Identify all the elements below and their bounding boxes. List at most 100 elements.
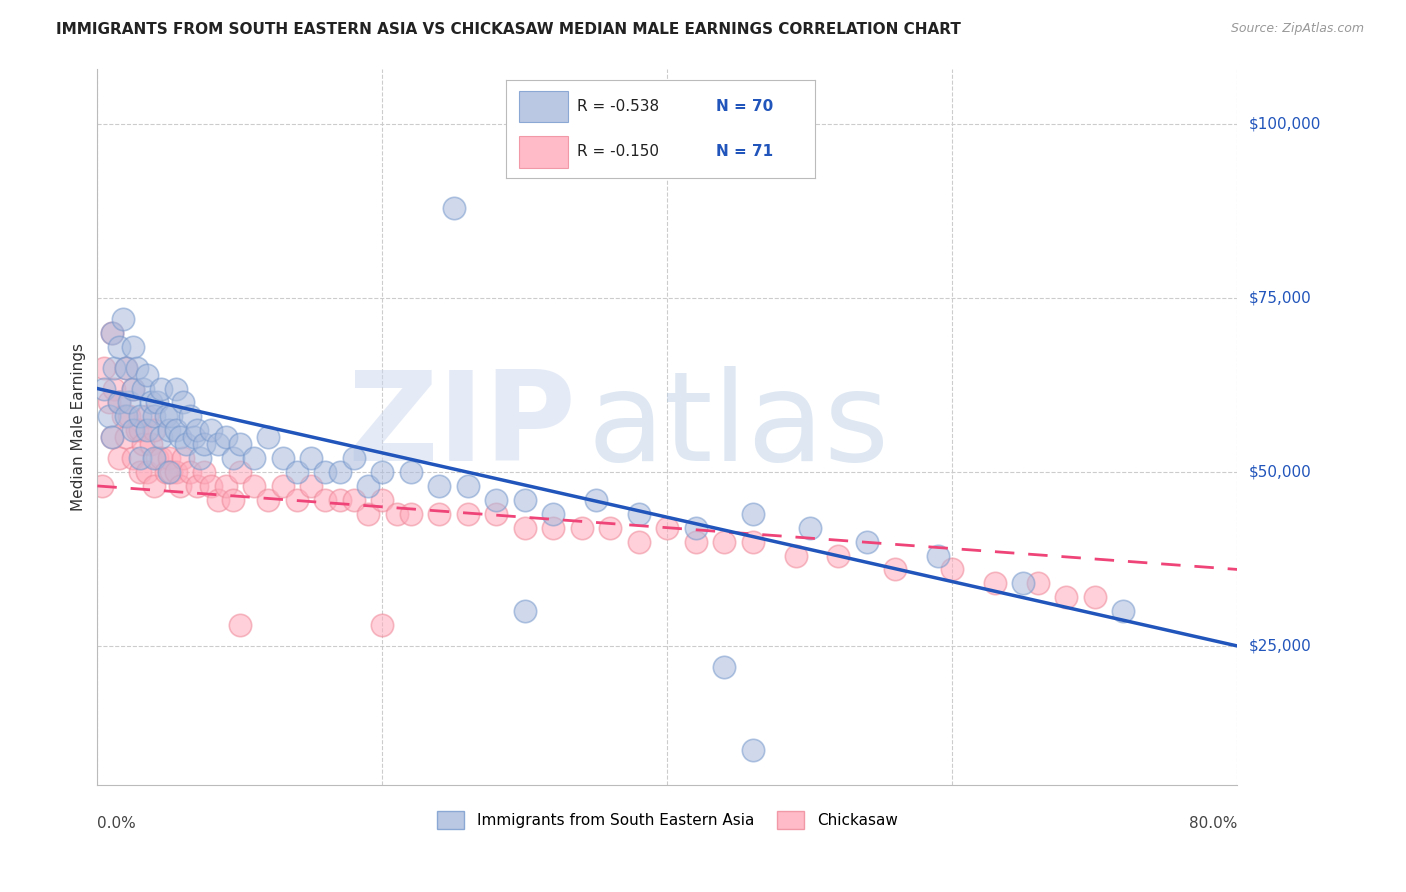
Point (214, 479, 236, 493)
Point (150, 451, 173, 466)
Point (107, 395, 129, 409)
Point (115, 430, 138, 444)
Point (107, 395, 129, 409)
Point (855, 534, 877, 549)
Point (136, 423, 159, 437)
Text: $100,000: $100,000 (1249, 117, 1320, 132)
Point (357, 479, 380, 493)
Point (186, 479, 208, 493)
Point (941, 562, 963, 576)
Point (165, 423, 187, 437)
Point (100, 326, 122, 340)
Point (314, 492, 336, 507)
Point (785, 549, 807, 563)
Text: 0.0%: 0.0% (97, 815, 136, 830)
Point (371, 618, 394, 632)
Point (314, 465, 336, 479)
Point (371, 465, 394, 479)
Point (257, 430, 280, 444)
Point (129, 451, 152, 466)
Point (627, 507, 650, 521)
Point (222, 492, 245, 507)
Point (443, 201, 465, 215)
Legend: Immigrants from South Eastern Asia, Chickasaw: Immigrants from South Eastern Asia, Chic… (430, 805, 904, 835)
Point (132, 382, 155, 396)
Point (155, 465, 177, 479)
Point (129, 409, 152, 424)
Point (299, 451, 322, 466)
Text: N = 70: N = 70 (717, 99, 773, 114)
Point (169, 430, 191, 444)
Point (111, 409, 134, 424)
Point (122, 382, 145, 396)
Point (207, 492, 229, 507)
Point (222, 451, 245, 466)
Point (571, 521, 593, 535)
Point (172, 451, 194, 466)
Point (485, 507, 508, 521)
Point (160, 465, 183, 479)
Text: N = 71: N = 71 (717, 145, 773, 160)
Point (122, 382, 145, 396)
Point (884, 562, 907, 576)
Point (214, 430, 236, 444)
Point (136, 409, 159, 424)
Point (129, 423, 152, 437)
Point (93, 360, 115, 375)
Point (229, 465, 252, 479)
Point (165, 465, 187, 479)
Point (457, 479, 479, 493)
Point (485, 492, 508, 507)
Point (188, 451, 211, 466)
Point (713, 534, 735, 549)
Point (122, 423, 145, 437)
Point (543, 507, 565, 521)
Point (285, 465, 308, 479)
Point (107, 340, 129, 354)
Point (160, 409, 183, 424)
Point (200, 479, 222, 493)
Point (136, 368, 159, 382)
Point (243, 479, 266, 493)
Point (827, 549, 849, 563)
Point (741, 534, 763, 549)
Point (329, 465, 352, 479)
Point (150, 382, 173, 396)
Point (174, 437, 197, 451)
Point (122, 340, 145, 354)
Point (146, 395, 169, 409)
Point (1112, 604, 1135, 618)
Point (193, 465, 215, 479)
Point (657, 521, 679, 535)
Point (122, 451, 145, 466)
Point (984, 576, 1007, 591)
Point (97, 409, 120, 424)
Point (172, 395, 194, 409)
Point (143, 409, 166, 424)
Point (1054, 591, 1077, 605)
Point (115, 360, 138, 375)
Point (155, 409, 177, 424)
Point (118, 409, 141, 424)
Point (513, 521, 536, 535)
Point (200, 423, 222, 437)
Text: R = -0.150: R = -0.150 (578, 145, 659, 160)
Point (100, 430, 122, 444)
Point (229, 437, 252, 451)
Point (157, 451, 180, 466)
Point (685, 521, 707, 535)
Point (543, 521, 565, 535)
Point (97, 395, 120, 409)
Point (179, 465, 201, 479)
Point (1084, 591, 1107, 605)
Point (285, 492, 308, 507)
Point (150, 430, 173, 444)
Point (103, 360, 125, 375)
Point (179, 409, 201, 424)
Point (513, 604, 536, 618)
Point (713, 660, 735, 674)
Text: IMMIGRANTS FROM SOUTH EASTERN ASIA VS CHICKASAW MEDIAN MALE EARNINGS CORRELATION: IMMIGRANTS FROM SOUTH EASTERN ASIA VS CH… (56, 22, 962, 37)
Point (357, 507, 380, 521)
Point (257, 492, 280, 507)
Point (427, 479, 450, 493)
